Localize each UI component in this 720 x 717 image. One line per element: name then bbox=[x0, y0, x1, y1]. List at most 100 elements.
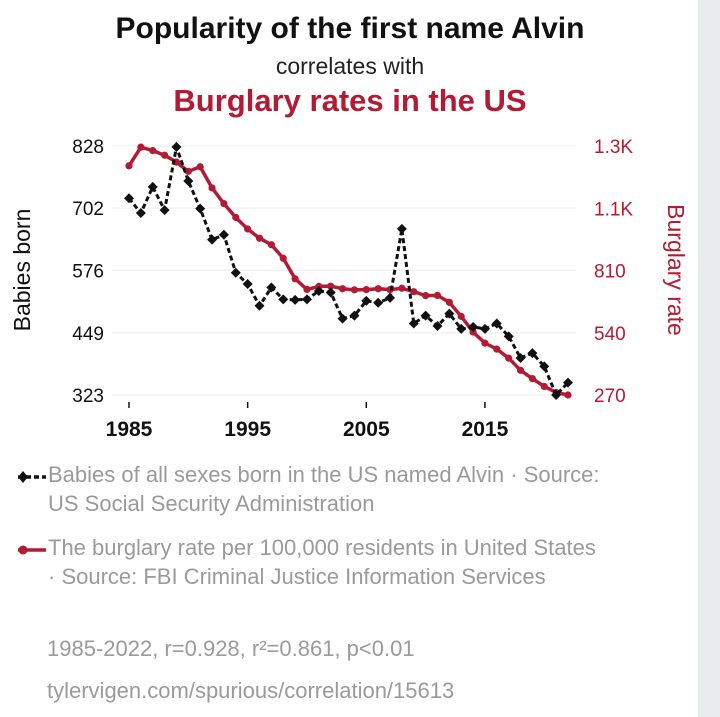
x-tick-label: 2005 bbox=[343, 418, 390, 441]
left-tick-label: 323 bbox=[72, 386, 104, 407]
alvin-point bbox=[337, 313, 348, 324]
burglary-point bbox=[160, 151, 169, 159]
right-axis: 270 540 810 1.1K 1.3K bbox=[594, 137, 633, 407]
alvin-point bbox=[444, 308, 455, 319]
burglary-point bbox=[374, 285, 382, 293]
burglary-point bbox=[457, 312, 465, 320]
x-tick-label: 1985 bbox=[106, 418, 153, 441]
alvin-point bbox=[301, 294, 312, 305]
alvin-point bbox=[361, 295, 372, 306]
alvin-point bbox=[124, 193, 134, 204]
right-tick-label: 1.1K bbox=[594, 199, 633, 220]
legend-label-alvin: Babies of all sexes born in the US named… bbox=[48, 462, 600, 516]
burglary-point bbox=[350, 286, 359, 294]
right-tick-label: 1.3K bbox=[594, 137, 633, 158]
alvin-point bbox=[230, 267, 241, 278]
alvin-point bbox=[527, 348, 538, 359]
alvin-point bbox=[563, 377, 573, 388]
alvin-point bbox=[479, 323, 490, 334]
alvin-point bbox=[491, 318, 502, 329]
legend-item-alvin: Babies of all sexes born in the US named… bbox=[14, 460, 608, 518]
alvin-point bbox=[290, 294, 301, 305]
left-axis: 323 449 576 702 828 bbox=[72, 137, 104, 407]
alvin-point bbox=[195, 203, 206, 214]
alvin-point bbox=[159, 205, 170, 216]
alvin-point bbox=[218, 229, 229, 240]
alvin-point bbox=[515, 353, 526, 364]
burglary-point bbox=[493, 345, 501, 353]
alvin-line bbox=[127, 141, 570, 398]
x-axis: 1985 1995 2005 2015 bbox=[106, 402, 509, 441]
left-tick-label: 449 bbox=[72, 324, 104, 345]
burglary-line bbox=[127, 145, 569, 397]
burglary-point bbox=[327, 282, 335, 290]
left-tick-label: 702 bbox=[72, 199, 104, 220]
burglary-point bbox=[244, 225, 252, 233]
burglary-point bbox=[338, 285, 347, 293]
alvin-point bbox=[313, 285, 324, 296]
burglary-point bbox=[505, 354, 513, 362]
burglary-point bbox=[196, 163, 204, 171]
left-axis-label: Babies born bbox=[9, 209, 35, 332]
legend-swatch-solid-line bbox=[18, 545, 46, 555]
burglary-point bbox=[398, 284, 406, 292]
chart-subtitle: correlates with bbox=[275, 53, 425, 79]
burglary-point bbox=[267, 241, 275, 249]
burglary-point bbox=[220, 200, 228, 208]
alvin-point bbox=[396, 223, 407, 234]
burglary-point bbox=[469, 328, 477, 336]
burglary-point bbox=[433, 291, 442, 299]
left-tick-label: 828 bbox=[72, 137, 104, 158]
alvin-point bbox=[468, 321, 479, 332]
x-tick-label: 1995 bbox=[224, 418, 271, 441]
source-link[interactable]: tylervigen.com/spurious/correlation/1561… bbox=[47, 678, 455, 703]
burglary-point bbox=[255, 234, 264, 242]
burglary-point bbox=[279, 254, 287, 262]
burglary-point bbox=[445, 298, 453, 306]
right-tick-label: 270 bbox=[594, 386, 626, 407]
alvin-point bbox=[207, 234, 218, 245]
right-axis-label: Burglary rate bbox=[663, 204, 689, 336]
burglary-point bbox=[540, 382, 548, 391]
alvin-point bbox=[242, 279, 253, 290]
alvin-point bbox=[183, 176, 194, 187]
chart-title: Popularity of the first name Alvin bbox=[115, 12, 585, 45]
burglary-point bbox=[564, 391, 572, 399]
burglary-point bbox=[184, 167, 192, 175]
chart-title-secondary: Burglary rates in the US bbox=[173, 83, 527, 118]
burglary-point bbox=[232, 213, 240, 222]
alvin-series bbox=[124, 141, 573, 400]
burglary-point bbox=[481, 339, 489, 347]
alvin-point bbox=[278, 294, 289, 305]
alvin-point bbox=[171, 141, 182, 152]
burglary-point bbox=[208, 184, 216, 192]
legend-item-burglary: The burglary rate per 100,000 residents … bbox=[14, 533, 608, 591]
alvin-point bbox=[385, 292, 396, 303]
alvin-point bbox=[254, 300, 265, 311]
alvin-point bbox=[135, 208, 146, 219]
burglary-point bbox=[410, 288, 418, 296]
alvin-point bbox=[503, 331, 514, 342]
legend-swatch-dashed-diamond bbox=[18, 471, 46, 483]
alvin-point bbox=[266, 282, 277, 293]
alvin-point bbox=[432, 320, 443, 331]
alvin-point bbox=[408, 318, 419, 329]
alvin-point bbox=[551, 390, 562, 400]
alvin-point bbox=[539, 361, 550, 372]
x-tick-label: 2015 bbox=[462, 418, 509, 441]
burglary-point bbox=[516, 366, 525, 374]
alvin-point bbox=[420, 310, 431, 321]
right-tick-label: 540 bbox=[594, 324, 626, 345]
burglary-point bbox=[125, 162, 133, 170]
burglary-point bbox=[291, 275, 299, 283]
alvin-point bbox=[456, 323, 467, 334]
legend-label-burglary: The burglary rate per 100,000 residents … bbox=[48, 535, 596, 589]
burglary-point bbox=[137, 143, 145, 151]
right-tick-label: 810 bbox=[594, 262, 626, 283]
burglary-point bbox=[362, 286, 370, 294]
alvin-point bbox=[325, 287, 336, 298]
burglary-point bbox=[528, 375, 537, 383]
burglary-point bbox=[422, 292, 430, 300]
burglary-point bbox=[303, 285, 311, 294]
